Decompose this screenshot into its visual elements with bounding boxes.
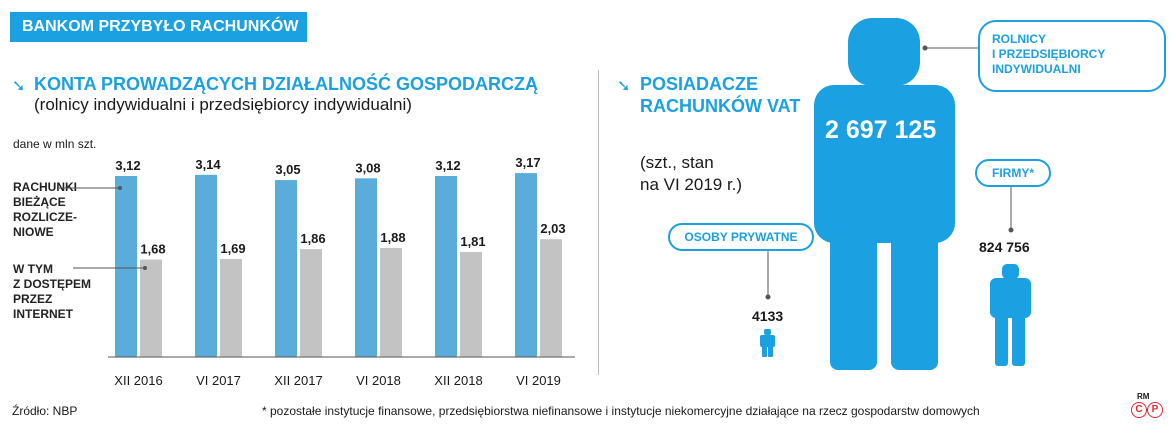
data-label-current-3: 3,08 — [355, 160, 380, 175]
left-section-subtitle: (rolnicy indywidualni i przedsiębiorcy i… — [34, 95, 412, 114]
data-label-internet-3: 1,88 — [380, 230, 405, 245]
bar-current-4 — [435, 176, 457, 357]
banner-title: BANKOM PRZYBYŁO RACHUNKÓW — [10, 12, 307, 42]
category-label-4: XII 2018 — [434, 373, 482, 388]
bar-internet-0 — [140, 259, 162, 357]
data-label-current-2: 3,05 — [275, 162, 300, 177]
section-divider — [598, 70, 599, 375]
bar-current-5 — [515, 173, 537, 357]
bar-internet-1 — [220, 258, 242, 357]
data-label-current-5: 3,17 — [515, 155, 540, 170]
bar-internet-3 — [380, 247, 402, 357]
person-firms-icon — [990, 264, 1031, 366]
person-farmers-icon — [814, 18, 955, 370]
category-label-1: VI 2017 — [196, 373, 241, 388]
data-label-internet-0: 1,68 — [140, 242, 165, 257]
bar-internet-5 — [540, 239, 562, 357]
bar-chart: 3,12 1,68 XII 2016 3,14 1,69 VI 2017 3,05 1,86 X… — [58, 155, 575, 388]
value-firms: 824 756 — [979, 239, 1030, 255]
bar-current-1 — [195, 174, 217, 357]
category-label-5: VI 2019 — [516, 373, 561, 388]
right-title-line2: RACHUNKÓW VAT — [640, 96, 801, 116]
person-private-icon — [760, 329, 775, 357]
value-farmers: 2 697 125 — [825, 116, 937, 144]
data-label-current-4: 3,12 — [435, 158, 460, 173]
source-note: Źródło: NBP — [12, 404, 78, 418]
legend-internet-accounts: W TYM Z DOSTĘPEM PRZEZ INTERNET — [13, 262, 92, 321]
right-note-line1: (szt., stan — [640, 153, 714, 172]
label-firms: FIRMY* — [975, 159, 1051, 187]
copyright-icon: C — [1131, 402, 1147, 418]
bar-internet-2 — [300, 249, 322, 357]
phonogram-icon: P — [1147, 402, 1163, 418]
legend-current-accounts: RACHUNKI BIEŻĄCE ROZLICZE- NIOWE — [13, 180, 77, 239]
data-label-internet-1: 1,69 — [220, 241, 245, 256]
arrow-icon: ➘ — [12, 78, 26, 95]
data-label-current-1: 3,14 — [195, 157, 221, 172]
left-section-title: KONTA PROWADZĄCYCH DZIAŁALNOŚĆ GOSPODARC… — [34, 74, 538, 94]
category-label-2: XII 2017 — [274, 373, 322, 388]
footnote: * pozostałe instytucje finansowe, przeds… — [262, 404, 980, 418]
data-label-internet-2: 1,86 — [300, 231, 325, 246]
right-note-line2: na VI 2019 r.) — [640, 175, 743, 194]
label-private: OSOBY PRYWATNE — [668, 223, 814, 251]
bar-current-2 — [275, 180, 297, 357]
bar-current-0 — [115, 176, 137, 357]
category-label-3: VI 2018 — [356, 373, 401, 388]
label-farmers: ROLNICY I PRZEDSIĘBIORCY INDYWIDUALNI — [978, 20, 1166, 92]
bar-current-3 — [355, 178, 377, 357]
right-title-line1: POSIADACZE — [640, 74, 759, 94]
data-label-internet-5: 2,03 — [540, 221, 565, 236]
category-label-0: XII 2016 — [114, 373, 162, 388]
unit-note: dane w mln szt. — [13, 137, 97, 151]
value-private: 4133 — [752, 308, 784, 324]
pictogram-chart — [760, 18, 1031, 370]
bar-internet-4 — [460, 251, 482, 357]
logo-text: RM — [1137, 392, 1150, 401]
legend-dot-internet — [143, 266, 147, 270]
data-label-current-0: 3,12 — [115, 158, 140, 173]
legend-dot-current — [118, 186, 122, 190]
data-label-internet-4: 1,81 — [460, 234, 485, 249]
arrow-icon: ➘ — [617, 78, 631, 95]
